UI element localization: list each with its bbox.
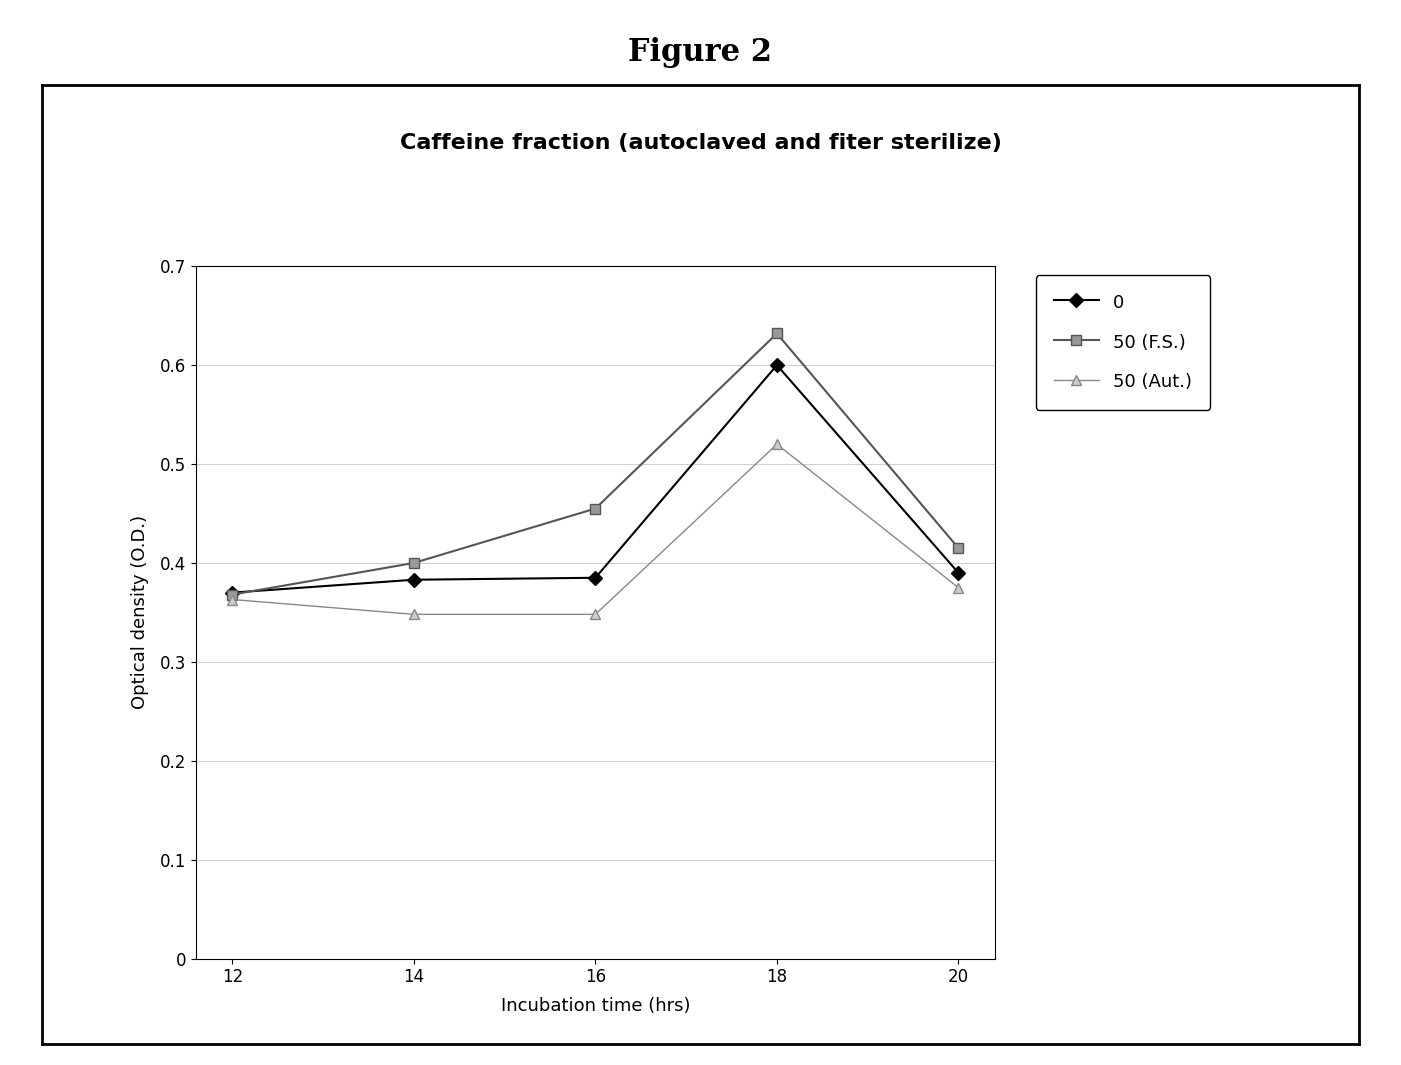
50 (F.S.) [769,327,786,340]
Line: 50 (Aut.): 50 (Aut.) [227,440,964,619]
50 (Aut.) [769,438,786,450]
50 (Aut.) [950,581,967,594]
Text: Caffeine fraction (autoclaved and fiter sterilize): Caffeine fraction (autoclaved and fiter … [399,133,1002,153]
50 (Aut.) [587,608,604,621]
Y-axis label: Optical density (O.D.): Optical density (O.D.) [130,515,149,709]
Line: 50 (F.S.): 50 (F.S.) [227,329,964,600]
50 (F.S.) [405,557,422,570]
0 [587,571,604,584]
50 (F.S.) [224,588,241,601]
0 [224,586,241,599]
0 [405,573,422,586]
X-axis label: Incubation time (hrs): Incubation time (hrs) [500,997,691,1015]
Legend: 0, 50 (F.S.), 50 (Aut.): 0, 50 (F.S.), 50 (Aut.) [1035,275,1210,410]
50 (F.S.) [950,542,967,555]
50 (F.S.) [587,502,604,514]
Line: 0: 0 [227,360,964,597]
50 (Aut.) [224,593,241,606]
50 (Aut.) [405,608,422,621]
0 [769,359,786,372]
0 [950,567,967,579]
Text: Figure 2: Figure 2 [629,37,772,68]
